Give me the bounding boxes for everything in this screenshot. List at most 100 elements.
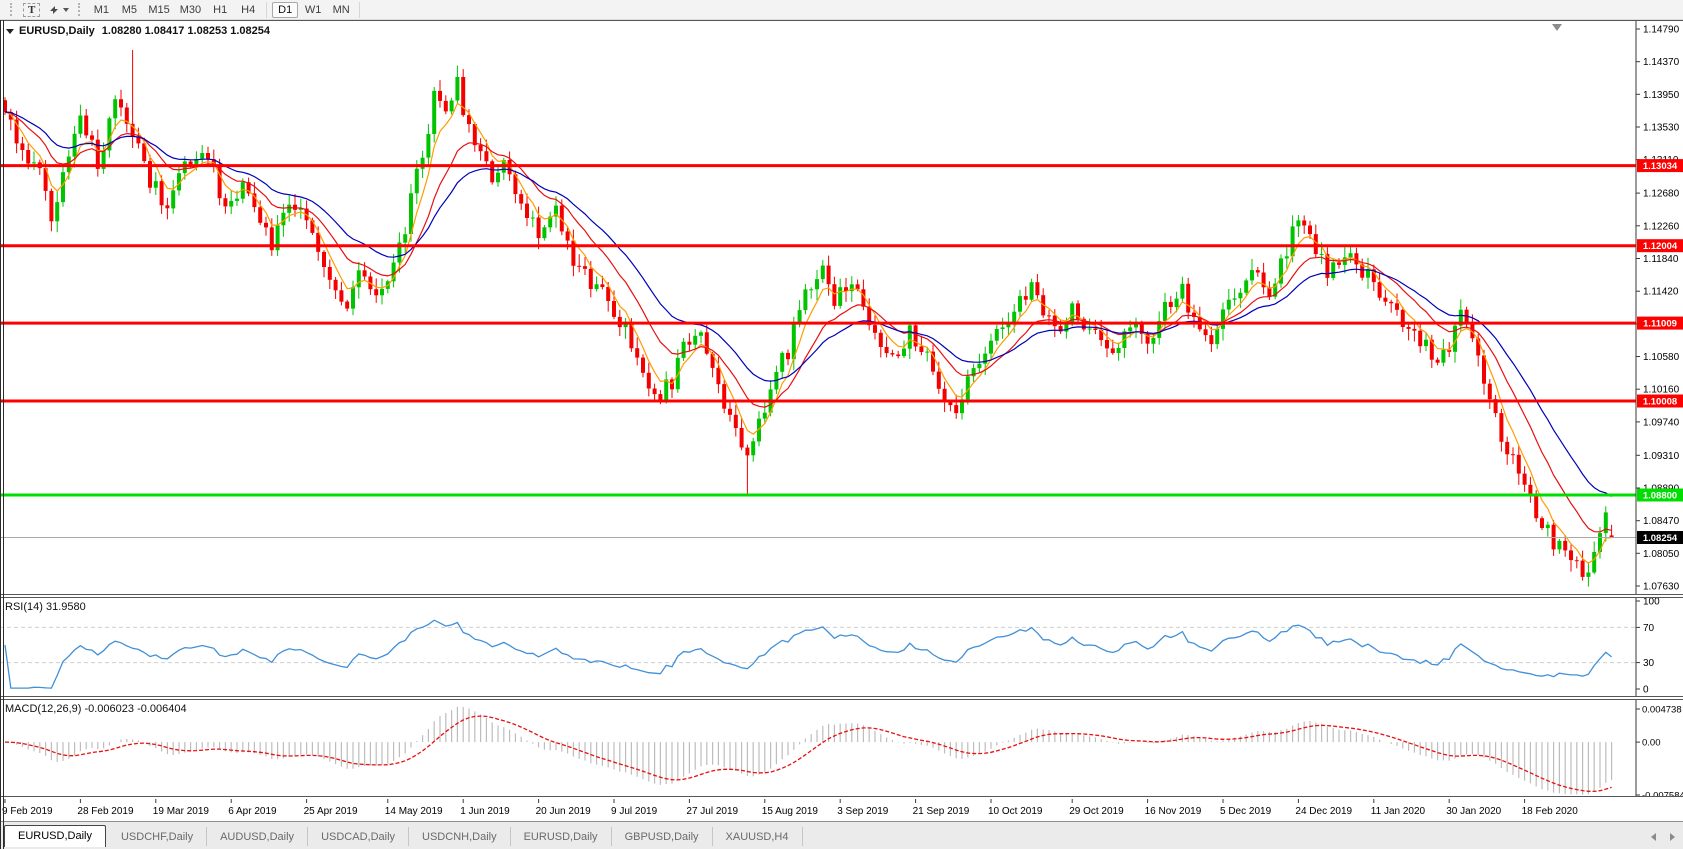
svg-text:1.14790: 1.14790 (1643, 25, 1680, 36)
macd-label: MACD(12,26,9) -0.006023 -0.006404 (5, 703, 187, 715)
timeframe-button-h1[interactable]: H1 (207, 2, 233, 18)
toolbar-separator (359, 1, 361, 18)
chart-tab-eurusd-daily[interactable]: EURUSD,Daily (511, 827, 612, 846)
text-tool-icon: T (23, 2, 41, 17)
svg-text:16 Nov 2019: 16 Nov 2019 (1145, 806, 1202, 817)
ohlc-expander-icon[interactable] (6, 28, 14, 34)
svg-text:1.11840: 1.11840 (1643, 254, 1679, 265)
svg-text:10 Oct 2019: 10 Oct 2019 (988, 806, 1043, 817)
svg-text:1.11009: 1.11009 (1643, 319, 1677, 330)
price-axis[interactable]: 1.147901.143701.139501.135301.131101.126… (1635, 21, 1680, 594)
chart-tab-eurusd-daily[interactable]: EURUSD,Daily (4, 825, 106, 847)
svg-text:70: 70 (1643, 623, 1655, 634)
svg-text:15 Aug 2019: 15 Aug 2019 (762, 806, 819, 817)
level-price-tag: 1.13034 (1637, 159, 1683, 173)
top-toolbar: T M1 M5 M15 M30 H1 H4 D1 W1 MN (0, 0, 1683, 20)
svg-text:20 Jun 2019: 20 Jun 2019 (536, 806, 591, 817)
svg-text:-0.007584: -0.007584 (1642, 791, 1683, 797)
timeframe-button-h4[interactable]: H4 (235, 2, 261, 18)
tabs-scroll-right-button[interactable] (1670, 833, 1675, 841)
svg-text:1.08050: 1.08050 (1643, 549, 1680, 560)
ohlc-values: 1.08280 1.08417 1.08253 1.08254 (101, 25, 271, 37)
svg-text:0.004738: 0.004738 (1642, 705, 1682, 716)
level-price-tag: 1.08800 (1637, 488, 1683, 502)
svg-text:1.14370: 1.14370 (1643, 57, 1680, 68)
chart-tab-usdchf-daily[interactable]: USDCHF,Daily (108, 827, 208, 846)
svg-text:30 Jan 2020: 30 Jan 2020 (1446, 806, 1501, 817)
chart-tab-xauusd-h4[interactable]: XAUUSD,H4 (713, 827, 803, 846)
svg-text:24 Dec 2019: 24 Dec 2019 (1295, 806, 1352, 817)
svg-text:27 Jul 2019: 27 Jul 2019 (686, 806, 738, 817)
rsi-label: RSI(14) 31.9580 (5, 601, 86, 613)
level-price-tag: 1.10008 (1637, 394, 1683, 408)
svg-text:1.11420: 1.11420 (1643, 287, 1679, 298)
timeframe-button-m5[interactable]: M5 (116, 2, 142, 18)
chart-window: EURUSD,Daily 1.08280 1.08417 1.08253 1.0… (0, 20, 1683, 849)
rsi-axis[interactable]: 100 70 30 0 (1635, 598, 1660, 696)
svg-text:1.08254: 1.08254 (1643, 533, 1678, 544)
chart-tab-usdcnh-daily[interactable]: USDCNH,Daily (409, 827, 511, 846)
svg-text:1.09310: 1.09310 (1643, 451, 1680, 462)
timeframe-button-m1[interactable]: M1 (88, 2, 114, 18)
svg-text:3 Sep 2019: 3 Sep 2019 (837, 806, 889, 817)
current-price-tag: 1.08254 (1637, 531, 1683, 544)
svg-text:1.13950: 1.13950 (1643, 90, 1680, 101)
svg-text:9 Jul 2019: 9 Jul 2019 (611, 806, 658, 817)
chart-tab-bar: EURUSD,Daily USDCHF,Daily AUDUSD,Daily USDC… (0, 821, 1683, 849)
svg-text:28 Feb 2019: 28 Feb 2019 (77, 806, 134, 817)
svg-text:1.10008: 1.10008 (1643, 397, 1677, 408)
macd-indicator-panel: MACD(12,26,9) -0.006023 -0.006404 0.0047… (0, 699, 1683, 797)
svg-text:29 Oct 2019: 29 Oct 2019 (1069, 806, 1124, 817)
timeframe-button-w1[interactable]: W1 (300, 2, 326, 18)
text-tool-button[interactable]: T (19, 1, 44, 18)
rsi-canvas[interactable]: 100 70 30 0 (0, 598, 1683, 696)
svg-text:1 Jun 2019: 1 Jun 2019 (460, 806, 510, 817)
macd-axis[interactable]: 0.004738 0.00 -0.007584 (1635, 700, 1683, 797)
svg-text:1.12004: 1.12004 (1643, 241, 1678, 252)
svg-text:1.10160: 1.10160 (1643, 385, 1680, 396)
symbol-period-label: EURUSD,Daily (19, 25, 95, 37)
svg-text:1.08800: 1.08800 (1643, 491, 1677, 502)
svg-text:5 Dec 2019: 5 Dec 2019 (1220, 806, 1272, 817)
macd-canvas[interactable]: 0.004738 0.00 -0.007584 (0, 700, 1683, 796)
toolbar-separator (266, 1, 268, 18)
price-chart-panel: EURUSD,Daily 1.08280 1.08417 1.08253 1.0… (0, 20, 1683, 595)
arrows-icon (50, 5, 59, 14)
toolbar-grip[interactable] (10, 3, 14, 16)
macd-signal-line (4, 715, 1612, 793)
svg-text:1.09740: 1.09740 (1643, 417, 1680, 428)
svg-text:1.13530: 1.13530 (1643, 123, 1680, 134)
timeframe-button-m30[interactable]: M30 (176, 2, 205, 18)
dropdown-caret-icon (63, 7, 70, 12)
chart-tab-gbpusd-daily[interactable]: GBPUSD,Daily (612, 827, 713, 846)
timeframe-button-d1[interactable]: D1 (272, 1, 299, 18)
svg-text:21 Sep 2019: 21 Sep 2019 (913, 806, 970, 817)
chart-ohlc-header: EURUSD,Daily 1.08280 1.08417 1.08253 1.0… (6, 25, 270, 37)
svg-text:1.12680: 1.12680 (1643, 189, 1680, 200)
svg-text:0.00: 0.00 (1642, 738, 1661, 749)
timeframe-button-group: M1 M5 M15 M30 H1 H4 D1 W1 MN (87, 1, 355, 18)
date-axis[interactable]: 9 Feb 2019 28 Feb 2019 19 Mar 2019 6 Apr 20… (0, 799, 1683, 821)
chart-tab-usdcad-daily[interactable]: USDCAD,Daily (308, 827, 410, 846)
svg-text:0: 0 (1643, 685, 1649, 696)
svg-text:100: 100 (1643, 598, 1660, 608)
date-axis-ticks: 9 Feb 2019 28 Feb 2019 19 Mar 2019 6 Apr 20… (2, 799, 1578, 817)
arrow-objects-button[interactable] (44, 1, 73, 18)
svg-text:1.07630: 1.07630 (1643, 582, 1680, 593)
rsi-line (4, 619, 1613, 689)
svg-text:1.10580: 1.10580 (1643, 352, 1680, 363)
moving-average-lines (4, 102, 1612, 565)
svg-text:25 Apr 2019: 25 Apr 2019 (304, 806, 358, 817)
main-chart-canvas[interactable]: 1.147901.143701.139501.135301.131101.126… (0, 21, 1683, 594)
svg-text:1.08470: 1.08470 (1643, 516, 1680, 527)
toolbar-grip[interactable] (78, 3, 82, 16)
svg-text:1.12260: 1.12260 (1643, 221, 1680, 232)
svg-text:19 Mar 2019: 19 Mar 2019 (153, 806, 210, 817)
timeframe-button-mn[interactable]: MN (328, 2, 354, 18)
timeframe-button-m15[interactable]: M15 (144, 2, 173, 18)
level-price-tag: 1.12004 (1637, 239, 1683, 253)
tabs-scroll-left-button[interactable] (1651, 833, 1656, 841)
chart-shift-marker-icon[interactable] (1552, 24, 1562, 31)
chart-tab-audusd-daily[interactable]: AUDUSD,Daily (207, 827, 309, 846)
